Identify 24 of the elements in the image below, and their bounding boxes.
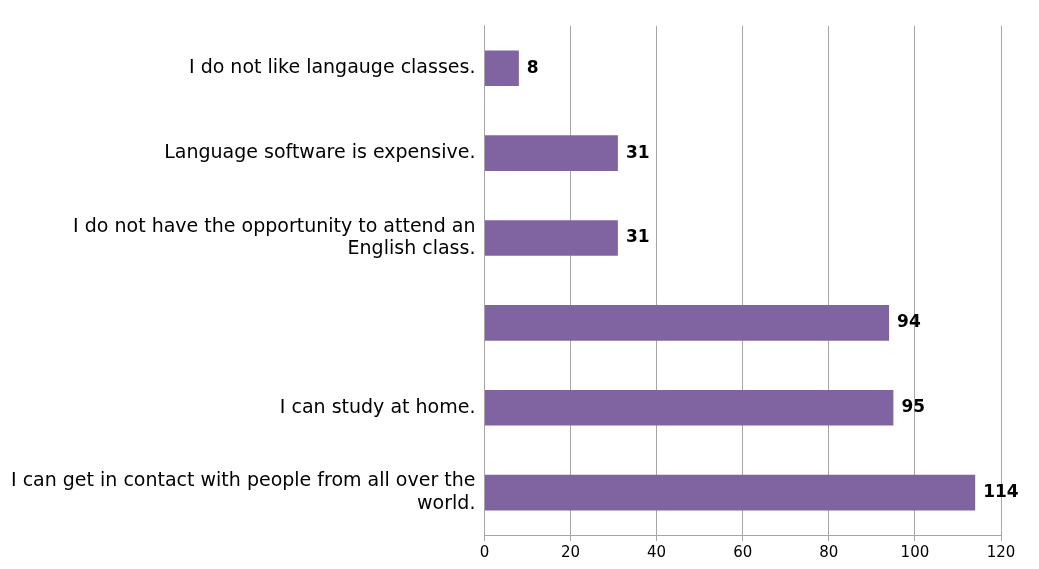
x-tick-label: 20	[560, 542, 581, 561]
x-tick-label: 100	[900, 542, 930, 561]
data-label: 95	[901, 396, 926, 417]
y-tick-label: I can study at home.	[279, 394, 476, 417]
bar	[484, 305, 890, 341]
bar	[484, 220, 618, 256]
x-tick-label: 60	[733, 542, 753, 561]
bar	[484, 50, 519, 87]
bar	[484, 389, 894, 426]
x-tick-label: 0	[479, 542, 490, 561]
x-tick-label: 80	[819, 542, 839, 561]
data-label: 31	[625, 226, 650, 247]
data-label: 114	[983, 480, 1019, 501]
x-tick-label: 120	[986, 542, 1016, 561]
data-label: 8	[526, 56, 539, 77]
bar	[484, 135, 618, 171]
data-label: 31	[625, 141, 650, 162]
y-tick-label: I do not like langauge classes.	[189, 55, 476, 78]
x-tick-label: 40	[647, 542, 667, 561]
bar	[484, 474, 976, 511]
y-tick-label: I can get in contact with people from all over the world.	[11, 468, 476, 513]
data-label: 94	[897, 311, 921, 332]
y-tick-label: Language software is expensive.	[164, 140, 476, 163]
y-tick-label: I do not have the opportunity to attend an English class.	[73, 213, 476, 259]
